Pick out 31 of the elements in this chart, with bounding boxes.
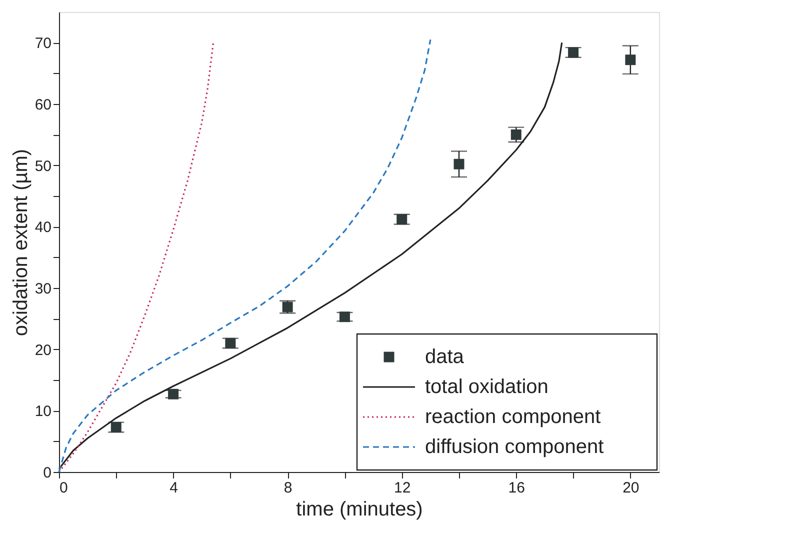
point — [625, 54, 636, 66]
x-tick-label: 16 — [508, 480, 525, 496]
x-tick-label: 12 — [394, 480, 411, 496]
x-tick-label: 20 — [622, 480, 640, 496]
y-axis-title: oxidation extent (µm) — [10, 148, 32, 336]
point — [568, 47, 579, 58]
point — [168, 388, 179, 400]
y-tick-label: 30 — [34, 280, 52, 298]
y-tick-label: 0 — [43, 464, 52, 482]
point — [396, 214, 408, 225]
point — [110, 422, 122, 432]
y-tick-label: 70 — [34, 35, 52, 52]
point — [339, 312, 350, 322]
point — [225, 338, 236, 348]
point — [510, 129, 522, 140]
y-tick-label: 40 — [34, 219, 52, 236]
y-tick-label: 50 — [34, 158, 52, 175]
x-tick-label: 4 — [170, 480, 178, 496]
y-tick-label: 20 — [34, 342, 52, 359]
line-series — [58, 42, 214, 473]
point — [282, 302, 293, 312]
y-tick-label: 60 — [34, 96, 52, 114]
legend-label: diffusion component — [425, 436, 604, 458]
legend-label: reaction component — [425, 406, 602, 428]
x-tick-label: 8 — [284, 480, 292, 496]
x-axis-title: time (minutes) — [296, 498, 423, 520]
y-tick-label: 10 — [34, 403, 52, 420]
x-tick-label: 0 — [60, 480, 68, 496]
point — [454, 158, 464, 170]
legend-label: data — [425, 346, 465, 368]
legend-label: total oxidation — [425, 376, 548, 398]
